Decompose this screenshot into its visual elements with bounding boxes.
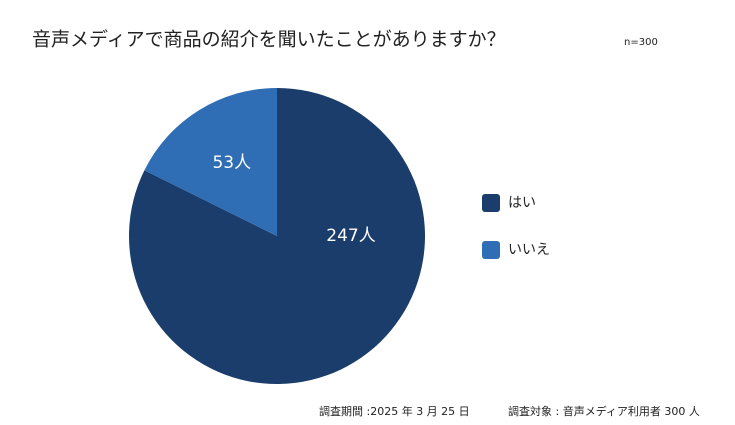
pie-slice — [144, 88, 277, 236]
data-label: 247人 — [326, 226, 375, 246]
chart-subtitle: n=300 — [624, 37, 658, 48]
legend-label: いいえ — [508, 242, 550, 258]
legend-swatch — [482, 241, 500, 259]
legend-label: はい — [508, 195, 536, 211]
data-label: 53人 — [212, 153, 251, 173]
legend-swatch — [482, 194, 500, 212]
footnote: 調査対象 : 音声メディア利用者 300 人 — [508, 404, 700, 418]
footnote: 調査期間 :2025 年 3 月 25 日 — [319, 404, 470, 418]
chart-title: 音声メディアで商品の紹介を聞いたことがありますか？ — [32, 29, 506, 51]
